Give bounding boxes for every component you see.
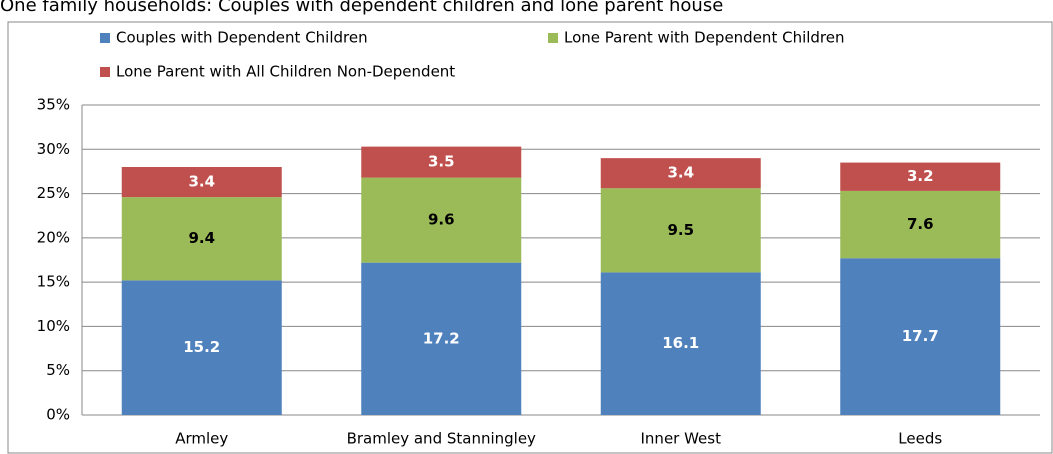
data-label: 17.2 (423, 329, 460, 347)
bar-segment (361, 262, 522, 415)
data-label: 9.6 (428, 211, 455, 229)
data-label: 3.2 (907, 167, 934, 185)
legend-swatch (100, 33, 110, 43)
bar-segment (840, 258, 1001, 415)
x-tick-label: Inner West (641, 430, 722, 448)
data-label: 7.6 (907, 215, 934, 233)
chart-frame (7, 21, 1053, 454)
chart-title: One family households: Couples with depe… (0, 0, 723, 16)
bar-segment (840, 162, 1001, 191)
bar-segment (600, 188, 761, 273)
bar-segment (600, 158, 761, 189)
data-label: 3.4 (667, 164, 694, 182)
y-tick-label: 10% (37, 317, 70, 335)
data-label: 9.5 (667, 221, 694, 239)
x-tick-label: Bramley and Stanningley (347, 430, 536, 448)
legend-swatch (100, 67, 110, 77)
data-label: 3.5 (428, 153, 455, 171)
legend-label: Couples with Dependent Children (116, 29, 368, 47)
bar-segment (600, 272, 761, 415)
bar-segment (361, 146, 522, 178)
y-tick-label: 25% (37, 184, 70, 202)
bar-segment (121, 280, 282, 415)
x-tick-label: Leeds (898, 430, 942, 448)
y-tick-label: 5% (46, 361, 70, 379)
data-label: 17.7 (902, 327, 939, 345)
data-label: 9.4 (188, 229, 215, 247)
y-tick-label: 0% (46, 406, 70, 424)
bar-segment (121, 167, 282, 198)
legend-swatch (548, 33, 558, 43)
y-tick-label: 30% (37, 140, 70, 158)
legend-label: Lone Parent with All Children Non-Depend… (116, 63, 455, 81)
data-label: 16.1 (662, 334, 699, 352)
data-label: 3.4 (188, 173, 215, 191)
x-tick-label: Armley (175, 430, 228, 448)
bar-segment (121, 197, 282, 281)
y-tick-label: 35% (37, 96, 70, 114)
bar-segment (840, 190, 1001, 259)
data-label: 15.2 (183, 338, 220, 356)
y-tick-label: 15% (37, 273, 70, 291)
legend-label: Lone Parent with Dependent Children (564, 29, 845, 47)
y-tick-label: 20% (37, 228, 70, 246)
bar-segment (361, 177, 522, 263)
